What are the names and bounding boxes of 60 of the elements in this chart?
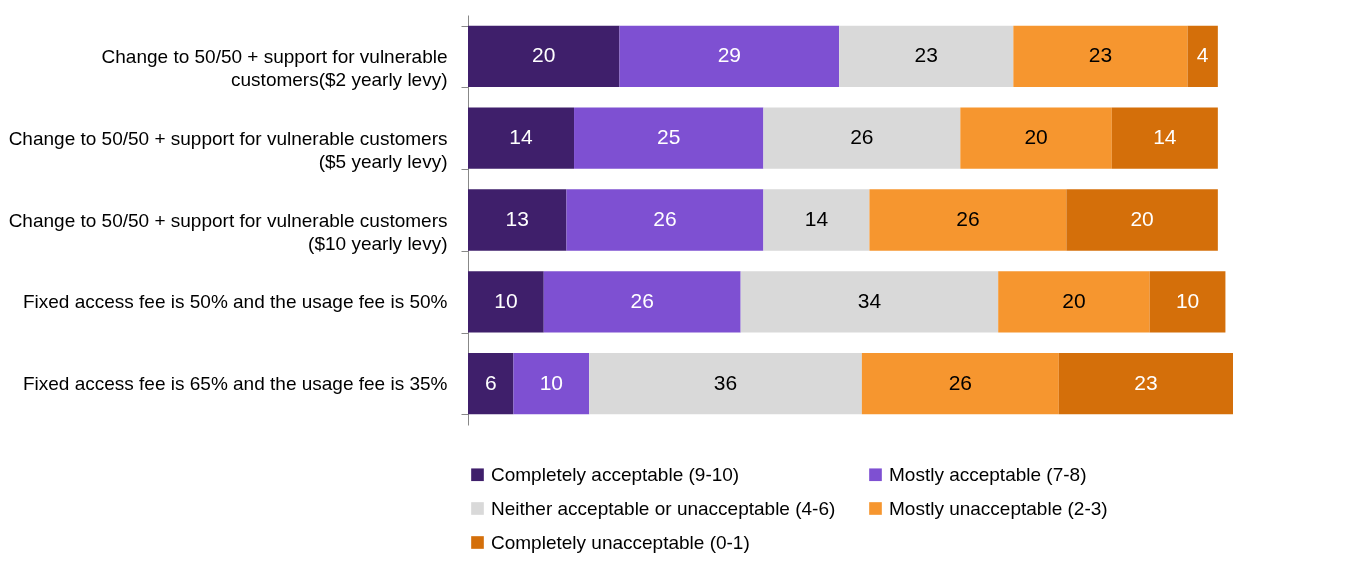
bar — [960, 107, 1112, 169]
bar — [861, 352, 1059, 415]
data-label: 25 — [657, 125, 681, 149]
data-label: 20 — [1024, 125, 1048, 149]
bar — [1149, 271, 1226, 333]
bar — [740, 271, 999, 333]
bar — [998, 271, 1150, 333]
bar — [1187, 25, 1218, 88]
bar — [468, 107, 575, 169]
bar — [543, 271, 741, 333]
bar — [589, 352, 862, 415]
bar — [763, 189, 870, 251]
data-label: 36 — [713, 370, 738, 394]
data-label: 20 — [1130, 207, 1154, 230]
bar — [468, 271, 544, 333]
data-label: 26 — [956, 207, 980, 230]
bar — [468, 352, 514, 415]
y-tick-label: Change to 50/50 + support for vulnerable customers ($10 yearly levy) — [8, 209, 448, 254]
bar — [763, 107, 961, 169]
data-label: 23 — [1088, 43, 1113, 67]
legend-label: Completely unacceptable (0-1) — [491, 531, 750, 553]
data-label: 20 — [1062, 288, 1086, 312]
bar — [574, 107, 764, 169]
bar — [619, 25, 840, 88]
bar — [839, 25, 1014, 88]
bar — [566, 189, 764, 251]
bar — [1066, 189, 1218, 251]
data-label: 29 — [717, 43, 741, 67]
data-label: 26 — [948, 370, 973, 394]
data-label: 23 — [914, 43, 938, 67]
data-label: 13 — [505, 207, 529, 230]
data-label: 20 — [532, 43, 556, 67]
bar — [869, 189, 1067, 251]
data-label: 26 — [630, 288, 654, 312]
data-label: 10 — [494, 288, 518, 312]
y-tick-label: Change to 50/50 + support for vulnerable customers ($5 yearly levy) — [8, 127, 448, 172]
data-label: 26 — [850, 125, 874, 149]
legend-label: Mostly unacceptable (2-3) — [889, 497, 1108, 519]
y-tick-label: Fixed access fee is 65% and the usage fee is 35% — [22, 373, 448, 395]
legend-label: Mostly acceptable (7-8) — [889, 463, 1087, 485]
bar — [468, 189, 567, 251]
data-label: 10 — [539, 370, 563, 394]
bar — [1058, 352, 1233, 415]
data-label: 6 — [484, 370, 497, 394]
y-tick-label: Fixed access fee is 50% and the usage fee is 50% — [22, 291, 448, 313]
data-label: 4 — [1196, 43, 1209, 67]
y-tick-label: Change to 50/50 + support for vulnerable customers($2 yearly levy) — [101, 45, 448, 90]
data-label: 26 — [653, 207, 677, 230]
bar — [1111, 107, 1218, 169]
data-label: 14 — [804, 207, 829, 230]
data-label: 14 — [1153, 125, 1177, 149]
data-label: 23 — [1134, 370, 1158, 394]
bar — [1013, 25, 1188, 88]
legend-label: Completely acceptable (9-10) — [491, 463, 740, 485]
bar — [513, 352, 590, 415]
data-label: 34 — [857, 288, 882, 312]
data-label: 10 — [1175, 288, 1200, 312]
data-label: 14 — [509, 125, 534, 149]
bar — [468, 25, 620, 88]
legend-label: Neither acceptable or unacceptable (4-6) — [491, 497, 836, 519]
